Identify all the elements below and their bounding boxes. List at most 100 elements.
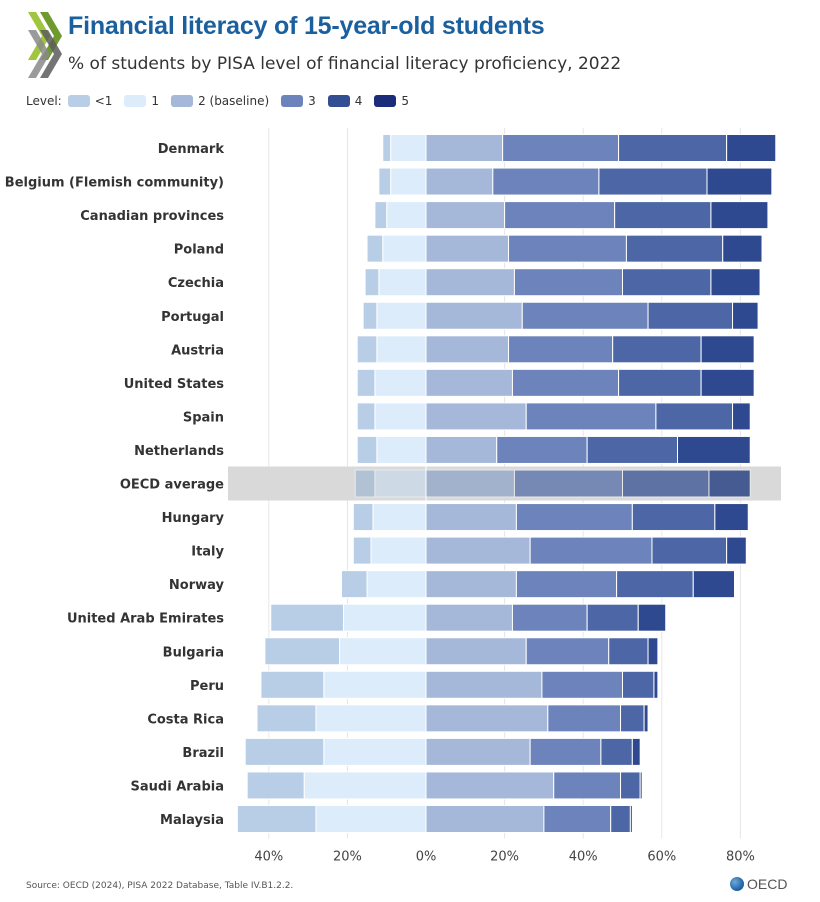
bar-segment-level-3: [547, 704, 622, 733]
bar-segment-level-3: [508, 335, 614, 364]
bar-segment-level-3: [529, 536, 653, 565]
bar-segment-level-2: [425, 234, 510, 263]
category-label: Hungary: [162, 511, 225, 526]
bar-segment-level-5: [629, 805, 633, 833]
bar-segment-level-3: [496, 435, 588, 464]
legend-item-level-4: 4: [327, 94, 362, 108]
bar-segment-level-2: [425, 536, 531, 565]
bar-segment-level-4: [655, 402, 734, 431]
category-label: Spain: [183, 410, 224, 425]
bar-segment-level-below-1: [356, 335, 378, 364]
category-label: Czechia: [168, 276, 224, 291]
bar-segment-level-5: [714, 503, 749, 532]
bar-segment-level-3: [515, 570, 618, 599]
category-label: Costa Rica: [147, 712, 224, 727]
bar-segment-level-4: [622, 670, 655, 699]
bar-segment-level-1: [376, 301, 427, 330]
category-label: Belgium (Flemish community): [5, 176, 224, 191]
bar-segment-level-2: [425, 301, 523, 330]
legend-item-level-5: 5: [374, 94, 409, 108]
bar-segment-level-below-1: [264, 637, 341, 666]
bar-segment-level-2: [425, 637, 527, 666]
bar-segment-level-below-1: [354, 469, 376, 498]
bar-segment-level-4: [620, 771, 641, 800]
bar-segment-level-4: [598, 167, 708, 196]
bar-segment-level-4: [622, 268, 712, 297]
category-label: Netherlands: [134, 444, 224, 459]
x-tick-label: 20%: [490, 850, 519, 865]
legend-swatch: [67, 95, 90, 107]
bar-segment-level-below-1: [382, 134, 392, 162]
bar-segment-level-1: [366, 570, 427, 599]
bar-segment-level-2: [425, 737, 531, 766]
category-label: Norway: [169, 578, 225, 593]
bar-segment-level-1: [315, 805, 427, 833]
category-label: Poland: [174, 243, 224, 258]
bar-segment-level-5: [706, 167, 773, 196]
legend-item-level-3: 3: [281, 94, 316, 108]
bar-segment-level-below-1: [356, 368, 376, 397]
bar-segment-level-4: [614, 201, 712, 230]
category-label: Brazil: [182, 746, 224, 761]
bar-segment-level-2: [425, 771, 555, 800]
bar-segment-level-2: [425, 167, 494, 196]
bar-segment-level-4: [608, 637, 649, 666]
bar-segment-level-1: [378, 268, 427, 297]
bar-segment-level-1: [374, 368, 427, 397]
bar-segment-level-4: [586, 603, 639, 632]
bar-segment-level-4: [631, 503, 716, 532]
bar-segment-level-2: [425, 268, 515, 297]
bar-segment-level-1: [323, 670, 427, 699]
bar-segment-level-below-1: [246, 771, 305, 800]
bar-segment-level-2: [425, 469, 515, 498]
bar-segment-level-5: [710, 268, 761, 297]
bar-segment-level-2: [425, 435, 498, 464]
oecd-logo: OECD: [730, 876, 787, 892]
legend-swatch: [281, 95, 304, 107]
bar-segment-level-below-1: [362, 301, 378, 330]
bar-segment-level-3: [502, 134, 620, 162]
bar-segment-level-5: [722, 234, 763, 263]
bar-segment-level-5: [726, 134, 777, 162]
category-label: Denmark: [158, 142, 225, 157]
category-label: Peru: [190, 679, 224, 694]
bar-segment-level-4: [610, 805, 631, 833]
legend-swatch: [124, 95, 147, 107]
bar-segment-level-1: [323, 737, 427, 766]
chart-subtitle: % of students by PISA level of financial…: [68, 54, 622, 74]
x-tick-label: 80%: [726, 850, 755, 865]
oecd-logo-text: OECD: [747, 876, 788, 892]
bar-segment-level-5: [732, 301, 759, 330]
bar-segment-level-1: [390, 167, 427, 196]
x-tick-label: 60%: [647, 850, 676, 865]
bar-segment-level-below-1: [236, 805, 317, 833]
legend-label: <1: [94, 94, 113, 108]
bar-segment-level-below-1: [352, 536, 372, 565]
bar-segment-level-1: [370, 536, 427, 565]
bar-segment-level-4: [586, 435, 679, 464]
bar-segment-level-4: [616, 570, 694, 599]
bar-segment-level-3: [541, 670, 623, 699]
chart-title: Financial literacy of 15-year-old studen…: [68, 12, 545, 40]
x-tick-label: 40%: [569, 850, 598, 865]
bar-segment-level-4: [612, 335, 702, 364]
bar-segment-level-3: [511, 368, 620, 397]
bar-segment-level-3: [513, 268, 623, 297]
bar-segment-level-4: [647, 301, 734, 330]
category-label: Portugal: [161, 310, 224, 325]
x-tick-label: 0%: [416, 850, 437, 865]
bar-segment-level-2: [425, 503, 517, 532]
bar-segment-level-1: [372, 503, 427, 532]
bar-segment-level-3: [525, 402, 657, 431]
bar-segment-level-1: [390, 134, 427, 162]
bar-segment-level-below-1: [260, 670, 325, 699]
category-label: Malaysia: [160, 813, 224, 828]
bar-segment-level-2: [425, 402, 527, 431]
bar-segment-level-5: [653, 670, 659, 699]
bar-segment-level-1: [342, 603, 427, 632]
bar-segment-level-5: [700, 368, 755, 397]
category-label: Bulgaria: [163, 645, 224, 660]
bar-segment-level-below-1: [356, 402, 376, 431]
bar-segment-level-5: [647, 637, 659, 666]
bar-segment-level-below-1: [256, 704, 317, 733]
